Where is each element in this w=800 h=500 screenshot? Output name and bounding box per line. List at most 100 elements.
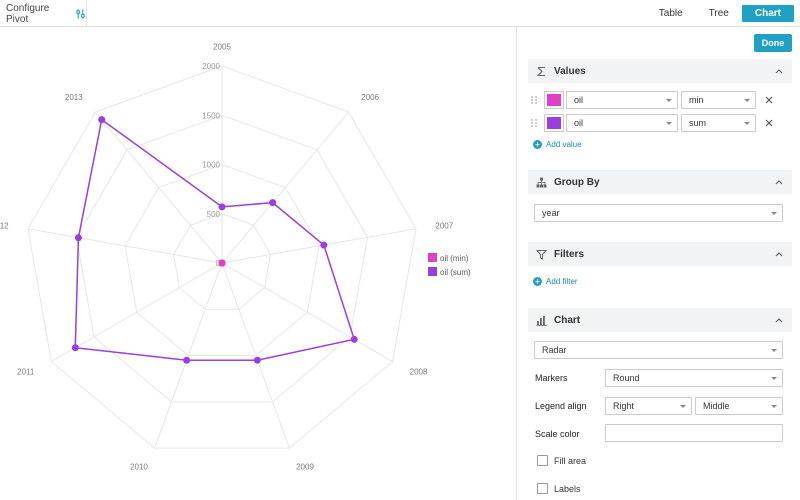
plus-icon: + — [533, 140, 542, 149]
series-point — [218, 259, 226, 267]
chevron-up-icon — [775, 318, 783, 323]
grid-spoke — [51, 262, 223, 362]
chevron-down-icon — [666, 122, 672, 125]
scale-tick-label: 1500 — [202, 111, 220, 120]
chevron-down-icon — [771, 349, 777, 352]
chart-area: 0 500 1000 1500 2000 2005 2006 2007 2008 2009 2010… — [0, 27, 516, 500]
category-label: 2009 — [296, 463, 314, 472]
category-label: 2013 — [65, 93, 83, 102]
markers-select[interactable]: Round — [605, 369, 783, 387]
scale-color-label: Scale color — [535, 429, 580, 439]
group-by-select[interactable]: year — [534, 204, 783, 222]
labels-option[interactable]: Labels — [537, 483, 581, 494]
series-point — [183, 356, 191, 364]
scale-tick-label: 500 — [207, 210, 221, 219]
chevron-down-icon — [771, 405, 777, 408]
category-label: 2012 — [0, 221, 9, 230]
grid-ring — [124, 163, 320, 357]
config-panel: Done Values oil min oil sum + Add value … — [516, 27, 800, 500]
series-point — [98, 116, 106, 124]
grid-ring — [27, 65, 417, 449]
group-by-section-header[interactable]: Group By — [528, 170, 792, 194]
add-filter-link[interactable]: + Add filter — [533, 277, 578, 286]
legend-align-vertical-select[interactable]: Middle — [695, 397, 783, 415]
radar-chart: 0 500 1000 1500 2000 2005 2006 2007 2008 2009 2010… — [0, 42, 471, 472]
series-point — [253, 356, 261, 364]
drag-handle-icon[interactable] — [530, 118, 538, 128]
category-label: 2008 — [410, 367, 428, 376]
values-title: Values — [554, 65, 586, 77]
series-line — [74, 118, 356, 361]
value-row: oil min — [530, 91, 774, 109]
view-tabs: Table Tree Chart — [646, 5, 794, 22]
series-point — [218, 203, 226, 211]
remove-value-icon[interactable] — [764, 118, 774, 128]
legend-align-label: Legend align — [535, 401, 587, 411]
aggregation-select[interactable]: sum — [681, 114, 756, 132]
chevron-down-icon — [771, 212, 777, 215]
sliders-icon — [76, 8, 85, 19]
add-value-link[interactable]: + Add value — [533, 140, 582, 149]
color-picker[interactable] — [544, 114, 564, 132]
chevron-down-icon — [744, 99, 750, 102]
series-point — [320, 241, 328, 249]
color-swatch — [547, 94, 561, 106]
value-field-select[interactable]: oil — [566, 114, 678, 132]
configure-pivot-button[interactable]: Configure Pivot — [0, 0, 87, 27]
chevron-up-icon — [775, 69, 783, 74]
category-label: 2007 — [435, 221, 453, 230]
legend-label: oil (sum) — [440, 268, 471, 277]
top-toolbar: Configure Pivot Table Tree Chart — [0, 0, 800, 27]
legend-swatch — [428, 253, 437, 262]
series-point — [71, 344, 79, 352]
filters-title: Filters — [554, 248, 585, 260]
chevron-down-icon — [666, 99, 672, 102]
group-by-title: Group By — [554, 176, 600, 188]
fill-area-option[interactable]: Fill area — [537, 455, 586, 466]
grid-spoke — [221, 262, 393, 362]
legend-align-horizontal-select[interactable]: Right — [605, 397, 692, 415]
grid-ring — [172, 213, 272, 310]
legend-label: oil (min) — [440, 254, 469, 263]
sigma-icon — [536, 66, 545, 76]
chevron-down-icon — [771, 377, 777, 380]
series-point — [269, 199, 277, 207]
color-swatch — [547, 117, 561, 129]
tab-tree[interactable]: Tree — [708, 8, 729, 19]
plus-icon: + — [533, 277, 542, 286]
grid-spoke — [154, 262, 223, 449]
chart-type-select[interactable]: Radar — [534, 341, 783, 359]
labels-checkbox[interactable] — [537, 483, 548, 494]
scale-color-input[interactable] — [605, 424, 783, 442]
value-row: oil sum — [530, 114, 774, 132]
bar-chart-icon — [536, 315, 547, 326]
chevron-up-icon — [775, 180, 783, 185]
filters-section-header[interactable]: Filters — [528, 242, 792, 266]
aggregation-select[interactable]: min — [681, 91, 756, 109]
value-field-select[interactable]: oil — [566, 91, 678, 109]
values-section-header[interactable]: Values — [528, 59, 792, 83]
scale-tick-label: 2000 — [202, 62, 220, 71]
grid-spoke — [94, 111, 223, 264]
chevron-down-icon — [680, 405, 686, 408]
grid-spoke — [27, 228, 223, 264]
done-button[interactable]: Done — [754, 34, 792, 52]
category-label: 2011 — [17, 367, 35, 376]
grid-spoke — [221, 262, 290, 449]
hierarchy-icon — [536, 177, 547, 187]
scale-tick-label: 1000 — [202, 161, 220, 170]
filter-icon — [536, 249, 547, 260]
tab-chart[interactable]: Chart — [741, 5, 794, 22]
remove-value-icon[interactable] — [764, 95, 774, 105]
color-picker[interactable] — [544, 91, 564, 109]
drag-handle-icon[interactable] — [530, 95, 538, 105]
category-label: 2005 — [213, 42, 231, 51]
category-label: 2006 — [361, 93, 379, 102]
series-point — [350, 335, 358, 343]
chart-section-header[interactable]: Chart — [528, 308, 792, 332]
fill-area-checkbox[interactable] — [537, 455, 548, 466]
chevron-down-icon — [744, 122, 750, 125]
tab-table[interactable]: Table — [658, 8, 683, 19]
chevron-up-icon — [775, 252, 783, 257]
markers-label: Markers — [535, 373, 568, 383]
